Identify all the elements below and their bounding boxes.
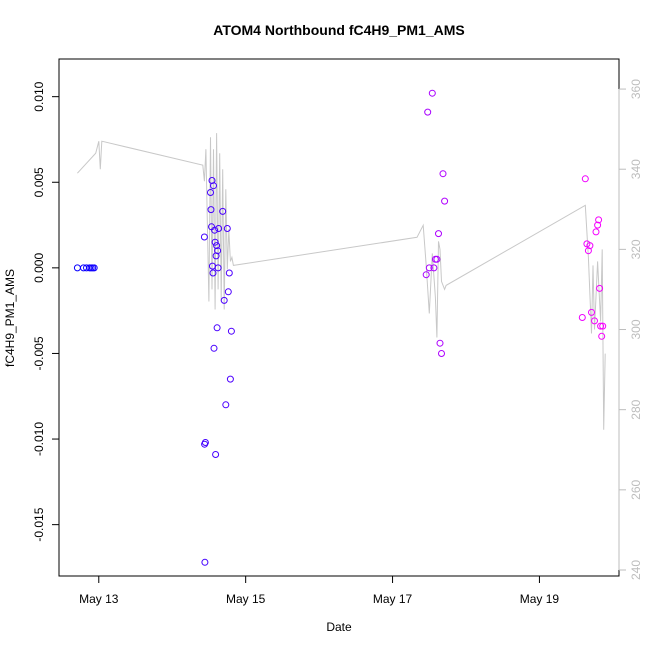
data-point [220,296,228,304]
data-point [595,216,603,224]
data-point [428,89,436,97]
data-point [209,269,217,277]
data-point [592,228,600,236]
data-point [226,375,234,383]
data-point [207,189,214,196]
y2-tick-label: 360 [629,79,643,99]
data-point [435,230,442,238]
data-point [425,264,433,272]
data-point [594,221,602,229]
data-point [201,440,209,448]
x-tick-label: May 19 [520,592,560,606]
x-axis-label: Date [326,620,352,634]
data-point [213,324,221,332]
x-axis: May 13 May 15 May 17 May 19 [79,576,559,606]
data-point [225,269,233,277]
data-point [439,170,447,178]
data-point [207,206,215,214]
data-point [436,339,444,347]
y2-tick-label: 260 [629,479,643,499]
series-line-0 [77,133,606,430]
data-point [201,558,209,566]
data-point [214,264,222,272]
y-tick-label: -0.010 [32,422,46,456]
data-point [211,226,219,234]
chart-title: ATOM4 Northbound fC4H9_PM1_AMS [213,22,465,38]
data-point [598,332,606,340]
y2-tick-label: 240 [629,560,643,580]
plot-frame [58,58,620,577]
data-point [90,264,98,272]
data-point [433,255,441,263]
data-point [223,225,231,232]
y-axis: -0.015 -0.010 -0.005 0.000 0.005 0.010 [32,81,59,542]
point-layer [73,89,607,566]
data-point [212,451,220,458]
data-point [441,197,449,205]
y2-tick-label: 300 [629,319,643,339]
data-point [224,288,232,296]
data-point [597,322,605,330]
data-point [222,401,230,409]
y2-tick-label: 340 [629,159,643,179]
data-point [584,247,592,255]
data-point [211,238,219,246]
data-point [578,314,586,321]
y-tick-label: 0.010 [32,81,46,111]
data-point [210,344,218,352]
data-point [591,317,598,325]
data-point [424,108,432,116]
data-point [588,308,595,316]
data-point [438,350,445,357]
data-point [73,264,81,272]
y2-tick-label: 280 [629,399,643,419]
data-point [219,207,227,215]
data-point [581,175,589,183]
data-point [215,225,223,232]
data-point [422,271,430,279]
x-tick-label: May 17 [373,592,413,606]
data-point [596,284,604,292]
data-point [214,247,222,255]
y-tick-label: 0.000 [32,253,46,283]
data-point [586,242,594,250]
line-layer [77,133,606,430]
y2-tick-label: 320 [629,239,643,259]
data-point [599,322,607,330]
y-tick-label: -0.015 [32,507,46,541]
data-point [200,233,208,241]
x-tick-label: May 13 [79,592,119,606]
y-axis-label: fC4H9_PM1_AMS [3,269,17,367]
y2-axis: 240 260 280 300 320 340 360 [618,79,643,580]
x-tick-label: May 15 [226,592,266,606]
data-point [210,182,217,190]
data-point [227,327,235,335]
y-tick-label: -0.005 [32,336,46,370]
y-tick-label: 0.005 [32,167,46,197]
data-point [430,264,438,272]
data-point [213,242,221,250]
